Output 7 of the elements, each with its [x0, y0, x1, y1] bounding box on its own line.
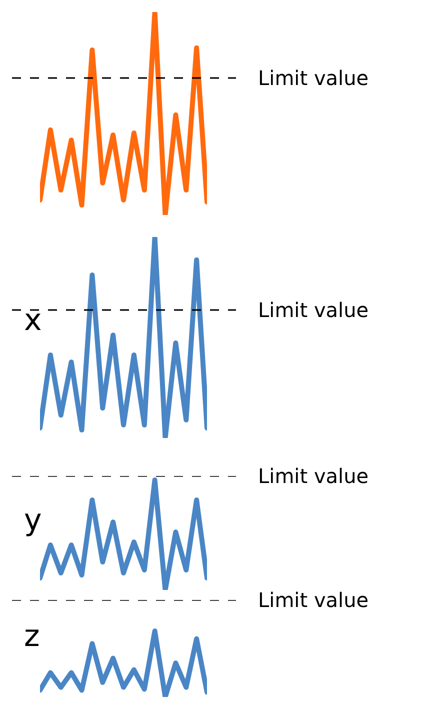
ref-line-label: Limit value: [258, 464, 369, 488]
ref-line-label: Limit value: [258, 66, 369, 90]
y-axis-title: y: [24, 503, 42, 538]
y-axis-title: x: [24, 303, 42, 338]
ref-line-label: Limit value: [258, 298, 369, 322]
ref-line-label: Limit value: [258, 588, 369, 612]
y-axis-title: z: [24, 618, 40, 654]
